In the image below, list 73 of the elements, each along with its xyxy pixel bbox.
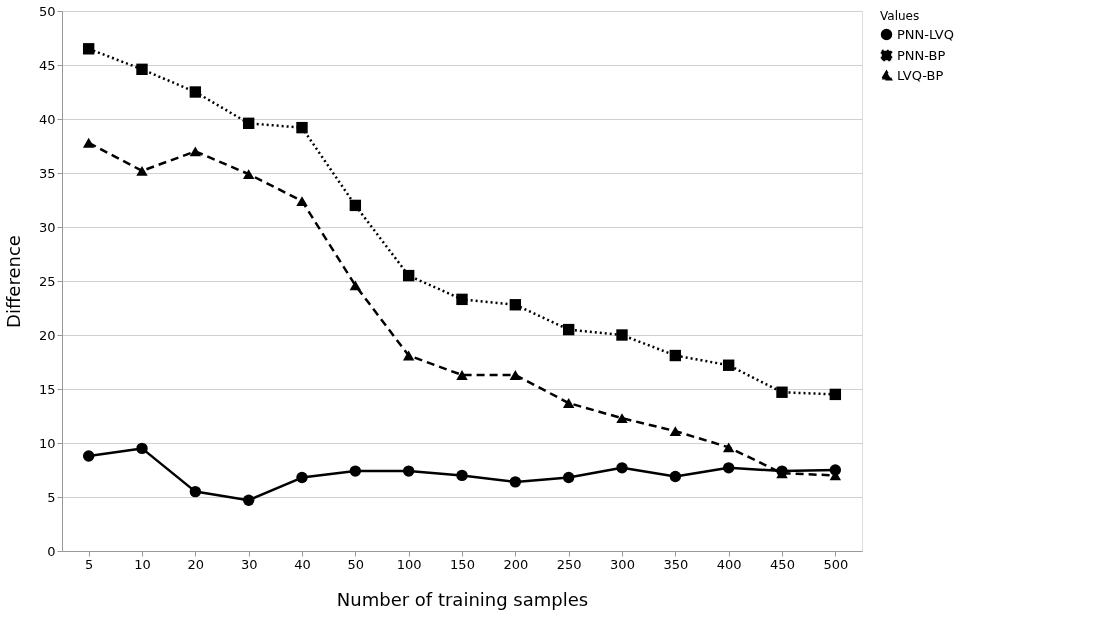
x-tick-label: 20	[187, 556, 205, 572]
point	[402, 350, 415, 361]
point	[189, 86, 202, 98]
x-tick-label: 200	[503, 556, 529, 572]
y-tick-label: 35	[38, 165, 56, 181]
point	[669, 349, 682, 362]
point	[296, 121, 308, 134]
point	[509, 299, 522, 311]
point	[189, 146, 202, 157]
point	[509, 370, 522, 380]
point	[136, 63, 148, 76]
x-tick-label: 450	[770, 556, 795, 572]
y-tick-label: 40	[38, 111, 56, 127]
y-tick-label: 5	[47, 489, 56, 505]
point	[829, 388, 842, 401]
legend-label: PNN-BP	[897, 47, 946, 63]
y-tick-label: 50	[38, 3, 56, 19]
point	[136, 165, 148, 176]
y-axis-title: Difference	[2, 235, 24, 328]
x-tick-label: 400	[716, 556, 742, 572]
x-tick-label: 10	[134, 556, 151, 572]
point	[456, 469, 468, 482]
point	[669, 426, 682, 437]
point	[242, 169, 255, 180]
point	[722, 442, 735, 453]
x-tick-label: 500	[823, 556, 849, 572]
point	[82, 43, 95, 55]
point	[349, 199, 362, 212]
point	[616, 462, 628, 474]
y-tick-label: 15	[38, 381, 56, 397]
x-tick-label: 50	[347, 556, 365, 572]
x-tick-label: 350	[663, 556, 689, 572]
y-tick-label: 0	[47, 543, 56, 559]
x-axis-title: Number of training samples	[336, 588, 589, 610]
point	[296, 196, 308, 207]
y-tick-label: 25	[38, 273, 56, 289]
point	[456, 370, 468, 380]
point	[136, 442, 148, 455]
point	[82, 450, 95, 462]
point	[562, 471, 575, 484]
legend-label: LVQ-BP	[897, 67, 944, 83]
x-tick-label: 300	[610, 556, 635, 572]
x-tick-label: 250	[556, 556, 582, 572]
point	[776, 386, 788, 398]
point	[616, 329, 628, 341]
point	[82, 137, 95, 148]
y-tick-label: 10	[38, 435, 56, 451]
point	[616, 413, 628, 424]
point	[722, 462, 735, 474]
point	[456, 293, 468, 306]
legend-label: PNN-LVQ	[897, 26, 954, 42]
point	[242, 494, 255, 506]
point	[562, 398, 575, 408]
point	[189, 485, 202, 498]
legend-title: Values	[880, 9, 920, 23]
point	[349, 280, 362, 291]
y-tick-label: 30	[38, 219, 56, 235]
point	[509, 476, 522, 488]
point	[349, 465, 362, 477]
x-tick-label: 30	[240, 556, 258, 572]
x-tick-label: 150	[450, 556, 475, 572]
point	[402, 269, 415, 282]
x-tick-label: 5	[85, 556, 94, 572]
point	[722, 359, 735, 371]
point	[402, 465, 415, 477]
point	[562, 323, 575, 336]
x-tick-label: 40	[294, 556, 311, 572]
point	[669, 470, 682, 483]
y-tick-label: 20	[38, 327, 56, 343]
point	[242, 117, 255, 130]
point	[296, 471, 308, 484]
y-tick-label: 45	[38, 57, 56, 73]
x-tick-label: 100	[396, 556, 422, 572]
